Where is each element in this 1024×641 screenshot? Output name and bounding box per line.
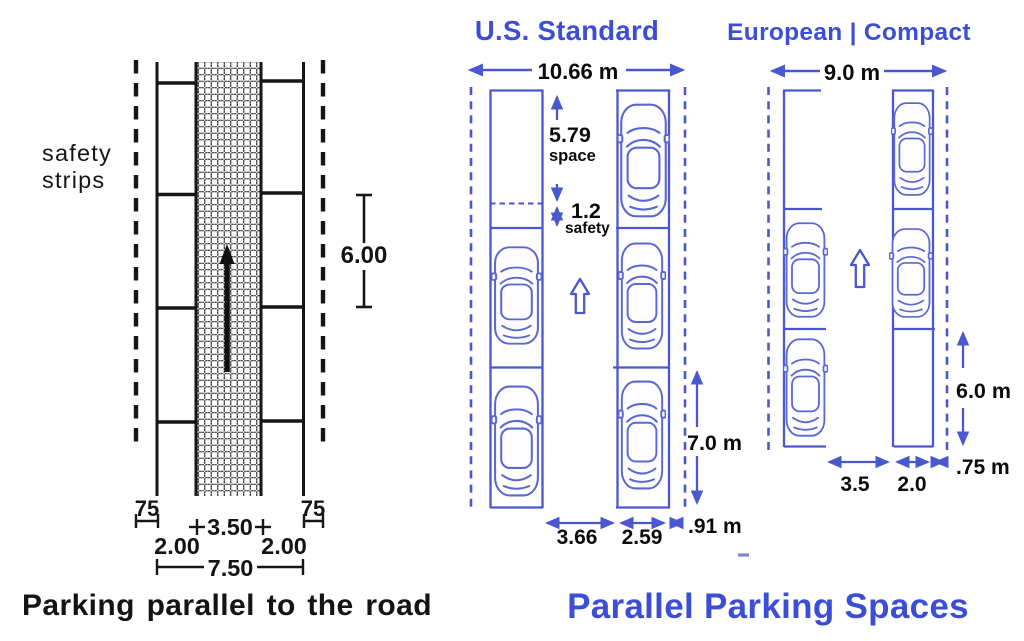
us-parking-diagram: U.S. Standard 10.66 m <box>467 15 749 557</box>
dim-road-width-label: 3.50 <box>207 514 253 540</box>
road-direction-arrow <box>219 244 235 372</box>
left-parking-diagram: safety strips 6.00 75 75 3.50 <box>22 60 432 622</box>
dim-bay-width-right-label: 2.00 <box>261 533 307 559</box>
us-stall-lines <box>489 89 671 509</box>
eu-traffic-arrow-icon <box>849 248 871 289</box>
dim-bay-width-left-label: 2.00 <box>154 533 200 559</box>
us-total-length-label: 10.66 m <box>538 59 619 84</box>
safety-strips-label-line1: safety <box>42 140 112 166</box>
eu-parking-diagram: European | Compact 9.0 m <box>727 19 1011 496</box>
us-traffic-arrow-icon <box>569 277 591 315</box>
car-icon <box>618 242 666 350</box>
safety-strips-label-line2: strips <box>42 167 105 193</box>
car-icon <box>783 338 828 437</box>
eu-lane-width-label: 3.5 <box>840 473 870 496</box>
dim-bay-length <box>356 193 372 309</box>
us-title: U.S. Standard <box>475 15 659 46</box>
car-icon <box>891 102 933 196</box>
us-safety-gap-label: 1.2 <box>571 199 601 223</box>
us-space-word-label: space <box>549 147 596 165</box>
eu-title: European | Compact <box>727 19 971 46</box>
us-curb-offset-label: .91 m <box>688 515 742 538</box>
us-safety-word-label: safety <box>565 220 610 237</box>
safety-strip-dashed-lines <box>133 60 326 445</box>
right-caption: Parallel Parking Spaces <box>567 587 969 626</box>
us-space-length-label: 5.79 <box>549 123 591 147</box>
car-icon <box>491 385 542 497</box>
eu-stall-width-label: 2.0 <box>897 473 926 496</box>
car-icon <box>783 222 828 318</box>
left-lane-lines <box>155 62 305 496</box>
dim-strip-right-label: 75 <box>301 496 325 521</box>
us-stall-width-label: 2.59 <box>622 526 663 549</box>
us-lane-width-label: 3.66 <box>557 526 598 549</box>
eu-curb-offset-label: .75 m <box>956 456 1010 479</box>
eu-total-length-label: 9.0 m <box>824 60 880 85</box>
us-section-length-label: 7.0 m <box>687 431 742 455</box>
left-bottom-dimensions <box>134 514 325 575</box>
eu-section-length-label: 6.0 m <box>956 379 1011 403</box>
car-icon <box>491 246 542 345</box>
dim-strip-left-label: 75 <box>135 496 159 521</box>
eu-street-dashed-lines <box>767 87 949 450</box>
car-icon <box>617 103 670 218</box>
dim-total-width-label: 7.50 <box>208 555 254 581</box>
left-caption: Parking parallel to the road <box>22 589 432 622</box>
dim-bay-length-label: 6.00 <box>341 242 388 269</box>
car-icon <box>889 228 933 318</box>
car-icon <box>618 380 666 490</box>
